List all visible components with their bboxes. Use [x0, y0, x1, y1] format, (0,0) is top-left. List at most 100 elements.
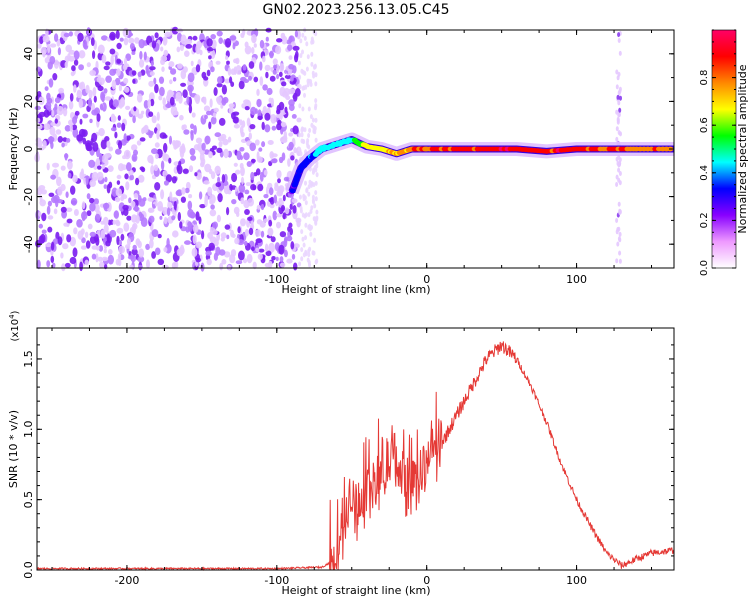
- colorbar-tick-label: 0.0: [699, 260, 710, 276]
- noise-blob: [271, 153, 278, 158]
- noise-blob: [61, 263, 66, 272]
- noise-blob: [242, 258, 248, 264]
- noise-blob: [181, 187, 186, 195]
- noise-blob: [163, 142, 168, 153]
- noise-blob: [214, 132, 222, 138]
- noise-blob: [67, 172, 72, 179]
- noise-blob: [161, 66, 165, 72]
- noise-blob: [200, 262, 205, 272]
- noise-blob: [142, 197, 147, 202]
- artifact-blob: [615, 136, 619, 142]
- noise-blob: [138, 211, 143, 218]
- noise-blob: [117, 140, 123, 150]
- noise-blob: [268, 187, 274, 196]
- noise-blob: [137, 71, 142, 78]
- colorbar-ticks: 0.0 0.2 0.4 0.6 0.8: [699, 29, 736, 276]
- noise-blob: [217, 176, 221, 184]
- noise-blob: [123, 133, 127, 143]
- noise-blob: [148, 215, 155, 223]
- noise-blob: [63, 222, 69, 227]
- noise-blob: [206, 38, 213, 47]
- noise-blob: [128, 169, 134, 176]
- noise-blob: [195, 211, 200, 221]
- noise-blob: [125, 135, 131, 141]
- noise-blob: [191, 247, 198, 257]
- snr-x-label: Height of straight line (km): [281, 584, 430, 597]
- noise-blob: [307, 184, 311, 190]
- noise-blob: [195, 44, 201, 55]
- noise-blob: [145, 243, 151, 250]
- noise-blob: [250, 106, 257, 116]
- noise-blob: [243, 79, 249, 83]
- noise-blob: [91, 109, 99, 116]
- noise-blob: [97, 44, 105, 54]
- noise-blob: [214, 165, 221, 175]
- noise-blob: [76, 90, 83, 99]
- artifact-blob: [617, 154, 621, 160]
- noise-blob: [100, 229, 106, 239]
- noise-blob: [55, 129, 62, 135]
- noise-blob: [115, 30, 120, 39]
- noise-blob: [290, 241, 295, 250]
- noise-blob: [46, 205, 51, 215]
- noise-blob: [183, 129, 190, 135]
- noise-blob: [314, 180, 318, 186]
- noise-blob: [184, 50, 190, 57]
- noise-blob: [268, 219, 273, 227]
- noise-blob: [80, 228, 85, 235]
- noise-blob: [112, 220, 116, 225]
- noise-blob: [271, 125, 277, 131]
- noise-blob: [251, 46, 255, 55]
- noise-blob: [168, 61, 175, 68]
- noise-blob: [247, 216, 253, 221]
- noise-blob: [269, 203, 275, 209]
- noise-blob: [116, 58, 122, 64]
- noise-blob: [131, 70, 137, 76]
- noise-blob: [276, 123, 282, 131]
- noise-blob: [264, 243, 269, 252]
- noise-blob: [35, 117, 41, 123]
- noise-blob: [211, 229, 218, 236]
- noise-blob: [37, 43, 42, 49]
- noise-blob: [309, 231, 313, 237]
- noise-blob: [312, 73, 316, 79]
- noise-blob: [121, 164, 127, 171]
- noise-blob: [69, 256, 77, 265]
- noise-blob: [53, 59, 60, 69]
- noise-blob: [210, 34, 216, 40]
- noise-blob: [253, 76, 259, 83]
- noise-blob: [152, 204, 156, 209]
- noise-blob: [128, 197, 132, 204]
- noise-blob: [230, 229, 235, 238]
- noise-blob: [269, 50, 274, 59]
- snr-x-ticks: -200 -100 0 100: [51, 328, 653, 587]
- noise-blob: [154, 83, 159, 94]
- noise-blob: [129, 174, 135, 181]
- noise-blob: [110, 127, 117, 132]
- noise-blob: [292, 92, 298, 102]
- noise-blob: [61, 142, 65, 148]
- noise-blob: [296, 219, 301, 228]
- noise-blob: [298, 74, 302, 80]
- noise-blob: [307, 133, 311, 138]
- noise-blob: [213, 239, 219, 247]
- noise-blob: [147, 197, 154, 202]
- noise-blob: [56, 105, 64, 116]
- noise-blob: [89, 202, 96, 212]
- noise-blob: [225, 55, 229, 60]
- noise-blob: [242, 64, 247, 71]
- noise-blob: [110, 115, 117, 123]
- noise-blob: [136, 140, 142, 146]
- noise-blob: [211, 145, 218, 150]
- noise-blob: [149, 66, 156, 71]
- noise-blob: [50, 255, 55, 263]
- noise-blob: [298, 103, 302, 109]
- noise-blob: [114, 77, 121, 86]
- noise-blob: [48, 78, 54, 88]
- noise-blob: [233, 66, 237, 75]
- noise-blob: [73, 84, 77, 93]
- artifact-blob: [618, 258, 622, 264]
- noise-blob: [68, 55, 75, 62]
- noise-blob: [255, 229, 262, 237]
